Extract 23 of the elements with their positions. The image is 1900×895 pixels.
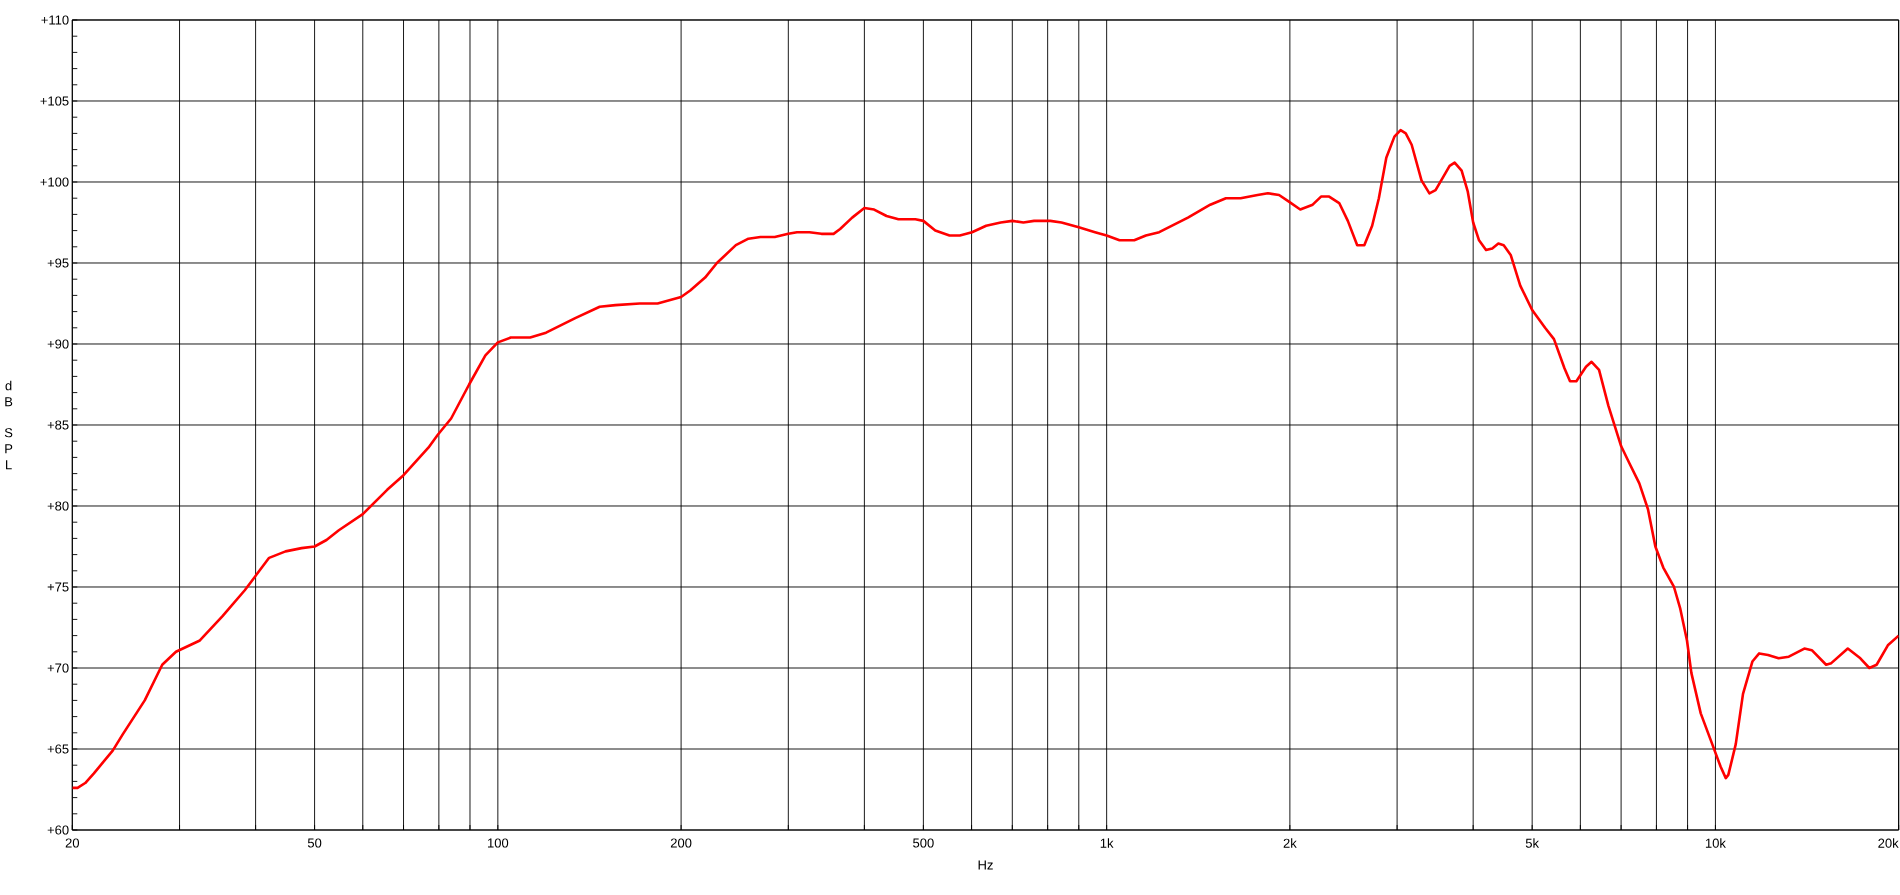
y-tick-label: +100 xyxy=(40,177,69,187)
y-tick-label: +65 xyxy=(47,744,69,754)
y-tick-label: +60 xyxy=(47,825,69,835)
x-tick-label: 5k xyxy=(1525,838,1540,848)
y-tick-label: +85 xyxy=(47,420,69,430)
y-tick-label: +95 xyxy=(47,258,69,268)
y-tick-label: +75 xyxy=(47,582,69,592)
x-tick-label: 500 xyxy=(913,838,934,848)
x-axis-title: Hz xyxy=(978,860,993,870)
text: dB SPL xyxy=(4,380,13,470)
x-tick-label: 20 xyxy=(65,838,80,848)
x-tick-label: 100 xyxy=(488,838,509,848)
x-tick-label: 1k xyxy=(1100,838,1114,848)
x-tick-label: 20k xyxy=(1878,838,1899,848)
y-tick-label: +80 xyxy=(47,501,69,511)
y-tick-label: +70 xyxy=(47,663,69,673)
x-tick-label: 2k xyxy=(1283,838,1297,848)
y-tick-label: +90 xyxy=(47,339,69,349)
x-tick-label: 10k xyxy=(1705,838,1726,848)
x-tick-label: 200 xyxy=(670,838,692,848)
y-tick-label: +110 xyxy=(41,15,69,25)
x-tick-label: 50 xyxy=(307,838,322,848)
y-tick-label: +105 xyxy=(40,96,69,106)
